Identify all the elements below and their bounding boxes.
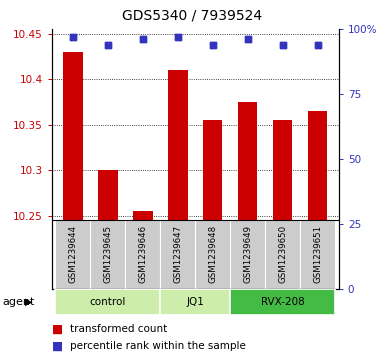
Text: control: control bbox=[90, 297, 126, 307]
Bar bbox=[230, 289, 335, 315]
Point bbox=[140, 37, 146, 42]
Bar bbox=[55, 289, 161, 315]
Bar bbox=[238, 102, 258, 220]
Point bbox=[315, 42, 321, 48]
Text: ■: ■ bbox=[52, 322, 63, 335]
Point bbox=[70, 34, 76, 40]
Bar bbox=[133, 211, 152, 220]
Point bbox=[105, 42, 111, 48]
Text: GSM1239647: GSM1239647 bbox=[173, 225, 182, 284]
Point bbox=[280, 42, 286, 48]
Point bbox=[315, 42, 321, 48]
Bar bbox=[126, 220, 161, 289]
Point bbox=[175, 34, 181, 40]
Point bbox=[140, 37, 146, 42]
Point bbox=[210, 42, 216, 48]
Point bbox=[70, 34, 76, 40]
Text: GSM1239645: GSM1239645 bbox=[104, 225, 112, 284]
Bar bbox=[300, 220, 335, 289]
Bar bbox=[265, 220, 300, 289]
Bar bbox=[308, 111, 327, 220]
Text: GSM1239644: GSM1239644 bbox=[69, 225, 77, 284]
Bar bbox=[203, 120, 223, 220]
Text: transformed count: transformed count bbox=[70, 324, 168, 334]
Bar bbox=[98, 170, 117, 220]
Text: ■: ■ bbox=[52, 340, 63, 353]
Text: RVX-208: RVX-208 bbox=[261, 297, 305, 307]
Bar bbox=[168, 70, 187, 220]
Text: agent: agent bbox=[2, 297, 34, 307]
Text: GSM1239649: GSM1239649 bbox=[243, 225, 252, 284]
Point bbox=[105, 42, 111, 48]
Bar bbox=[196, 220, 230, 289]
Text: ▶: ▶ bbox=[25, 297, 32, 307]
Bar bbox=[161, 289, 230, 315]
Text: GDS5340 / 7939524: GDS5340 / 7939524 bbox=[122, 9, 263, 23]
Text: GSM1239651: GSM1239651 bbox=[313, 225, 322, 284]
Text: GSM1239650: GSM1239650 bbox=[278, 225, 287, 284]
Text: JQ1: JQ1 bbox=[186, 297, 204, 307]
Text: GSM1239646: GSM1239646 bbox=[139, 225, 147, 284]
Point bbox=[245, 37, 251, 42]
Bar bbox=[230, 220, 265, 289]
Bar bbox=[64, 52, 82, 220]
Bar bbox=[161, 220, 196, 289]
Bar bbox=[273, 120, 293, 220]
Point bbox=[280, 42, 286, 48]
Text: GSM1239648: GSM1239648 bbox=[208, 225, 218, 284]
Point bbox=[210, 42, 216, 48]
Bar bbox=[90, 220, 126, 289]
Point bbox=[245, 37, 251, 42]
Text: percentile rank within the sample: percentile rank within the sample bbox=[70, 342, 246, 351]
Bar bbox=[55, 220, 90, 289]
Point bbox=[175, 34, 181, 40]
